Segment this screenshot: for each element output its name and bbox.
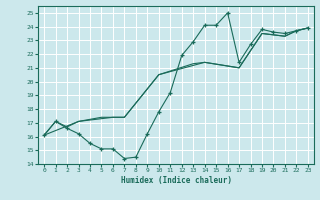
X-axis label: Humidex (Indice chaleur): Humidex (Indice chaleur) bbox=[121, 176, 231, 185]
